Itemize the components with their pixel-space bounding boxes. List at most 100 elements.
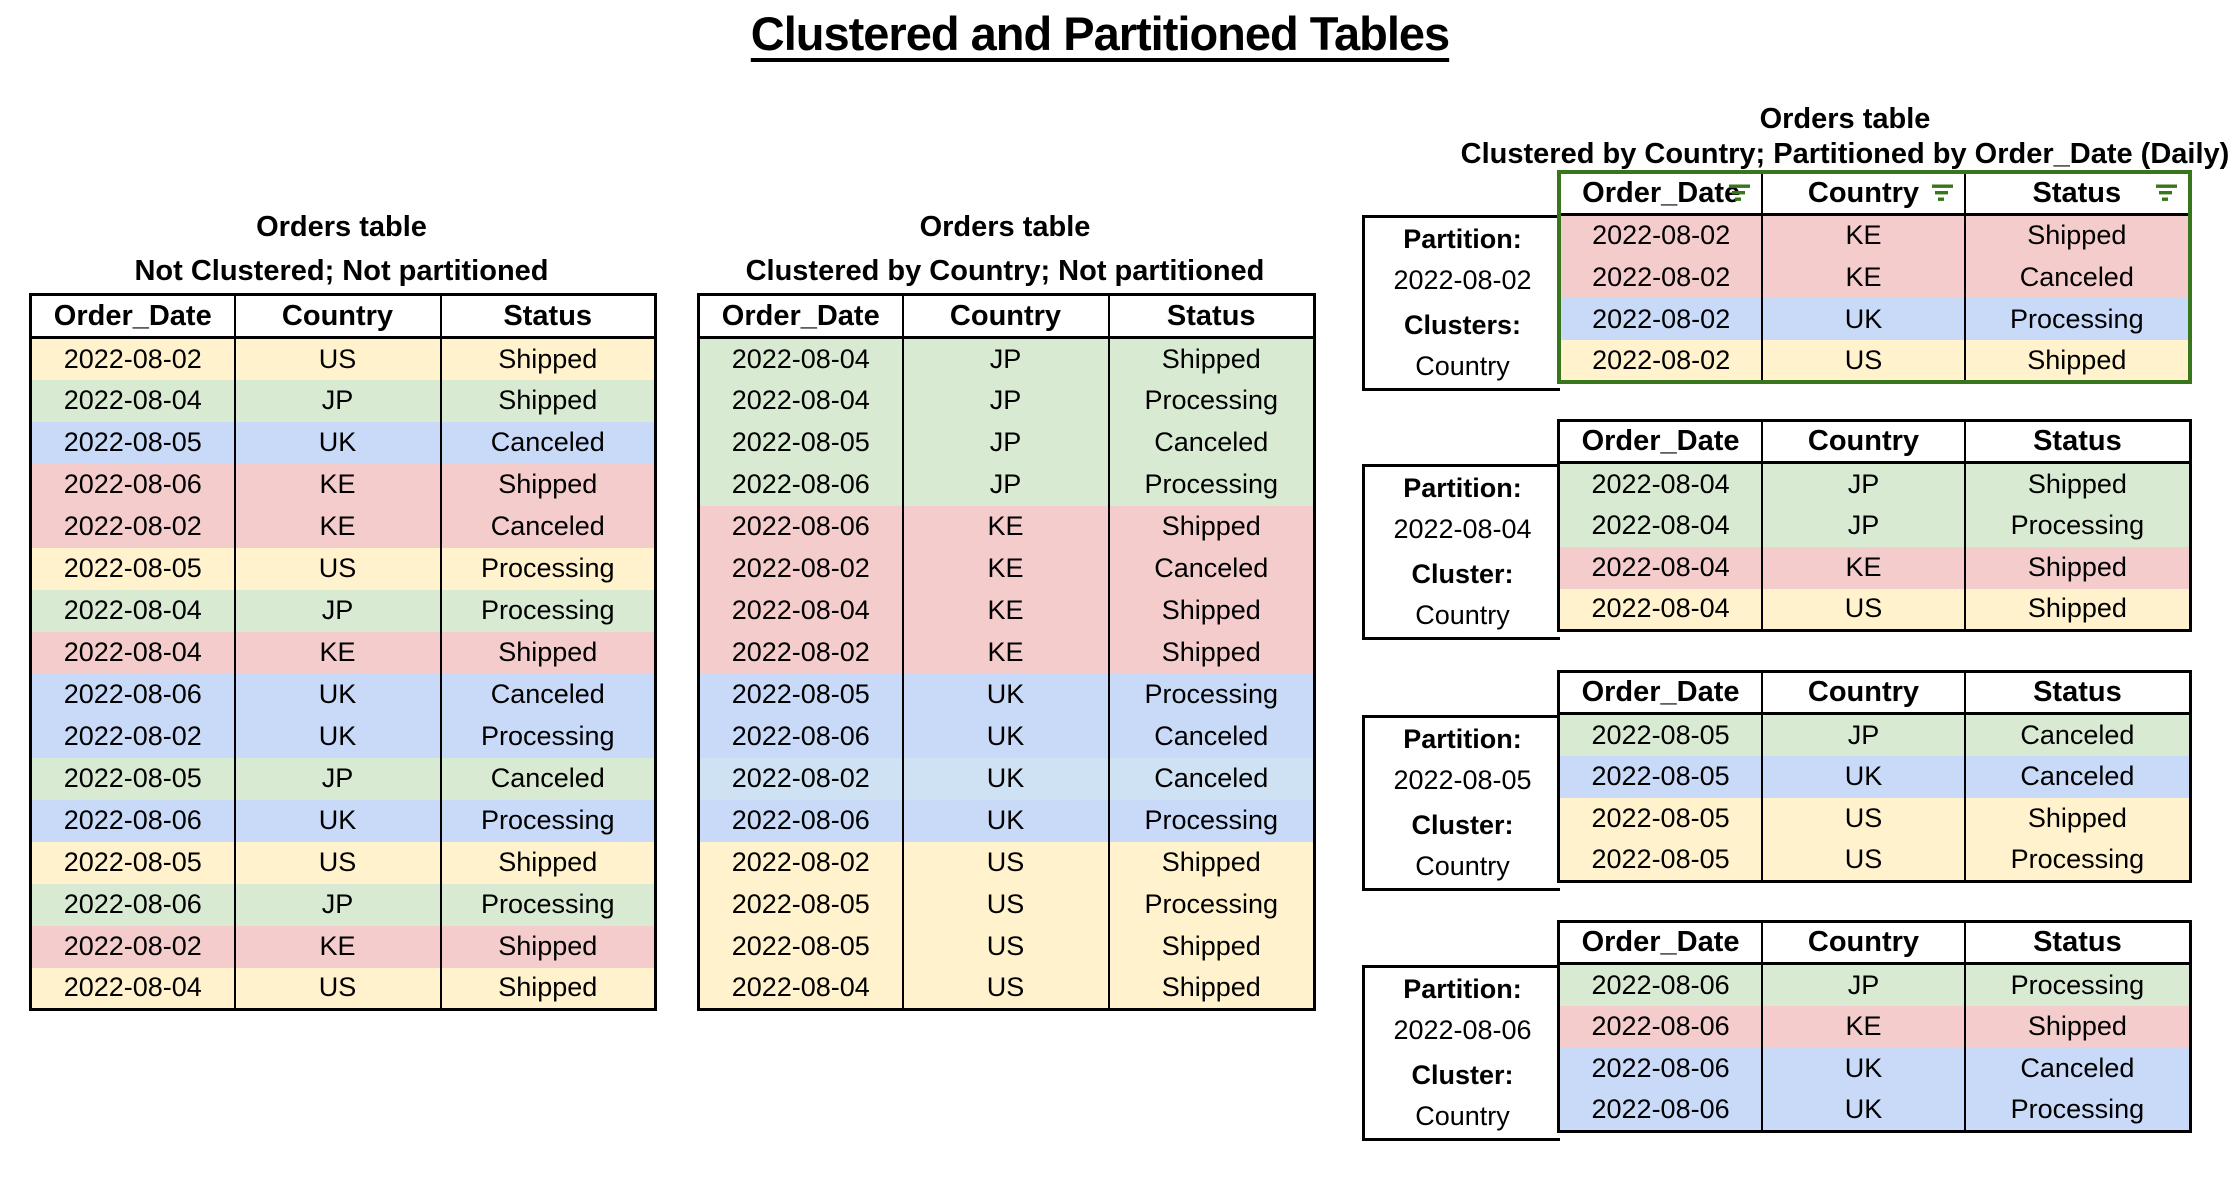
table-row: 2022-08-02 US Shipped [29, 337, 657, 380]
table-row: 2022-08-04 US Shipped [1557, 588, 2192, 631]
cell-order-date: 2022-08-02 [697, 631, 904, 674]
cell-status: Shipped [439, 631, 657, 674]
cell-order-date: 2022-08-06 [29, 463, 236, 506]
table-row: 2022-08-05 US Shipped [29, 841, 657, 884]
cell-country: UK [901, 799, 1110, 842]
cell-status: Canceled [1107, 715, 1316, 758]
table-row: 2022-08-06 JP Processing [697, 463, 1316, 506]
header-row: Order_Date Country Status [1557, 921, 2192, 965]
table-row: 2022-08-06 JP Processing [29, 883, 657, 926]
cluster-value: Country [1415, 1101, 1510, 1131]
cell-order-date: 2022-08-05 [29, 421, 236, 464]
cell-order-date: 2022-08-06 [29, 673, 236, 716]
table-row: 2022-08-04 KE Shipped [1557, 546, 2192, 589]
cell-status: Canceled [1963, 713, 2192, 756]
column-header-country: Country [1761, 172, 1966, 216]
table-row: 2022-08-02 KE Canceled [29, 505, 657, 548]
cell-country: JP [901, 379, 1110, 422]
table-row: 2022-08-02 UK Processing [29, 715, 657, 758]
cell-order-date: 2022-08-06 [29, 799, 236, 842]
cell-country: US [901, 967, 1110, 1010]
cell-country: US [901, 841, 1110, 884]
unclustered-table-block: Orders table Not Clustered; Not partitio… [29, 205, 657, 1011]
cell-status: Processing [1963, 1089, 2192, 1132]
cell-status: Processing [439, 715, 657, 758]
unclustered-table: Order_Date Country Status 2022-08-02 US Sh… [29, 293, 657, 1011]
cell-country: KE [1761, 214, 1966, 256]
cluster-label-group: Clusters: Country [1365, 305, 1560, 387]
table-subtitle: Not Clustered; Not partitioned [134, 255, 549, 287]
cell-country: US [1761, 588, 1966, 631]
cell-country: UK [1761, 1089, 1966, 1132]
table-row: 2022-08-02 US Shipped [697, 841, 1316, 884]
table-row: 2022-08-05 US Processing [697, 883, 1316, 926]
cell-status: Shipped [439, 337, 657, 380]
cell-order-date: 2022-08-02 [29, 715, 236, 758]
cell-order-date: 2022-08-06 [1557, 963, 1764, 1006]
cell-status: Processing [1107, 883, 1316, 926]
column-header-country: Country [1761, 671, 1966, 715]
cell-status: Canceled [439, 673, 657, 716]
cell-country: UK [1761, 298, 1966, 340]
table-row: 2022-08-06 KE Shipped [697, 505, 1316, 548]
filter-icon [1729, 184, 1751, 202]
cell-order-date: 2022-08-05 [697, 883, 904, 926]
cell-order-date: 2022-08-04 [697, 589, 904, 632]
cell-order-date: 2022-08-04 [697, 337, 904, 380]
cell-status: Canceled [439, 505, 657, 548]
cell-country: US [901, 883, 1110, 926]
cell-status: Shipped [1963, 462, 2192, 505]
cell-status: Shipped [1107, 337, 1316, 380]
cell-country: KE [1761, 256, 1966, 298]
cell-country: JP [1761, 504, 1966, 547]
cell-order-date: 2022-08-02 [1557, 256, 1764, 298]
table-row: 2022-08-06 UK Processing [697, 799, 1316, 842]
cell-status: Shipped [1107, 967, 1316, 1010]
cell-country: US [233, 337, 442, 380]
cell-status: Shipped [439, 925, 657, 968]
cell-order-date: 2022-08-02 [29, 505, 236, 548]
cell-country: KE [1761, 1005, 1966, 1048]
column-header-country: Country [901, 294, 1110, 339]
clustered-table-block: Orders table Clustered by Country; Not p… [697, 205, 1316, 1011]
column-header-status: Status [1963, 921, 2192, 965]
table-row: 2022-08-05 US Processing [1557, 839, 2192, 882]
cell-status: Shipped [1963, 588, 2192, 631]
column-header-order-date: Order_Date [29, 294, 236, 339]
cell-status: Processing [1107, 463, 1316, 506]
partition-block-2022-08-04: Partition: 2022-08-04 Cluster: Country O… [1362, 419, 2192, 644]
clustered-table: Order_Date Country Status 2022-08-04 JP Sh… [697, 293, 1316, 1011]
partition-label-cell: Partition: 2022-08-04 Cluster: Country [1362, 464, 1560, 640]
filter-icon [2156, 184, 2177, 202]
cell-status: Canceled [1963, 256, 2192, 298]
column-header-order-date: Order_Date [1557, 420, 1764, 464]
partition-value: 2022-08-02 [1393, 265, 1532, 295]
cell-status: Processing [439, 799, 657, 842]
table-row: 2022-08-04 JP Processing [1557, 504, 2192, 547]
cell-status: Processing [439, 547, 657, 590]
column-header-status: Status [1963, 671, 2192, 715]
table-row: 2022-08-02 US Shipped [1557, 340, 2192, 382]
partition-block-2022-08-02: Partition: 2022-08-02 Clusters: Country … [1362, 170, 2192, 395]
cell-country: US [233, 841, 442, 884]
cluster-value: Country [1415, 851, 1510, 881]
cell-order-date: 2022-08-02 [29, 925, 236, 968]
partition-label-cell: Partition: 2022-08-05 Cluster: Country [1362, 715, 1560, 891]
table-row: 2022-08-02 KE Shipped [1557, 214, 2192, 256]
cell-status: Processing [1963, 504, 2192, 547]
table-row: 2022-08-02 UK Processing [1557, 298, 2192, 340]
column-header-label: Order_Date [1582, 176, 1741, 209]
table-row: 2022-08-04 JP Shipped [697, 337, 1316, 380]
cell-status: Processing [1963, 839, 2192, 882]
partition-block-2022-08-05: Partition: 2022-08-05 Cluster: Country O… [1362, 670, 2192, 895]
partition-label: Partition: [1403, 724, 1522, 754]
cell-order-date: 2022-08-05 [1557, 797, 1764, 840]
cell-order-date: 2022-08-05 [29, 547, 236, 590]
table-row: 2022-08-05 US Shipped [697, 925, 1316, 968]
cell-country: JP [901, 463, 1110, 506]
cell-country: KE [1761, 546, 1966, 589]
partition-label-group: Partition: 2022-08-06 [1365, 969, 1560, 1051]
column-header-order-date: Order_Date [1557, 921, 1764, 965]
cell-country: UK [901, 757, 1110, 800]
